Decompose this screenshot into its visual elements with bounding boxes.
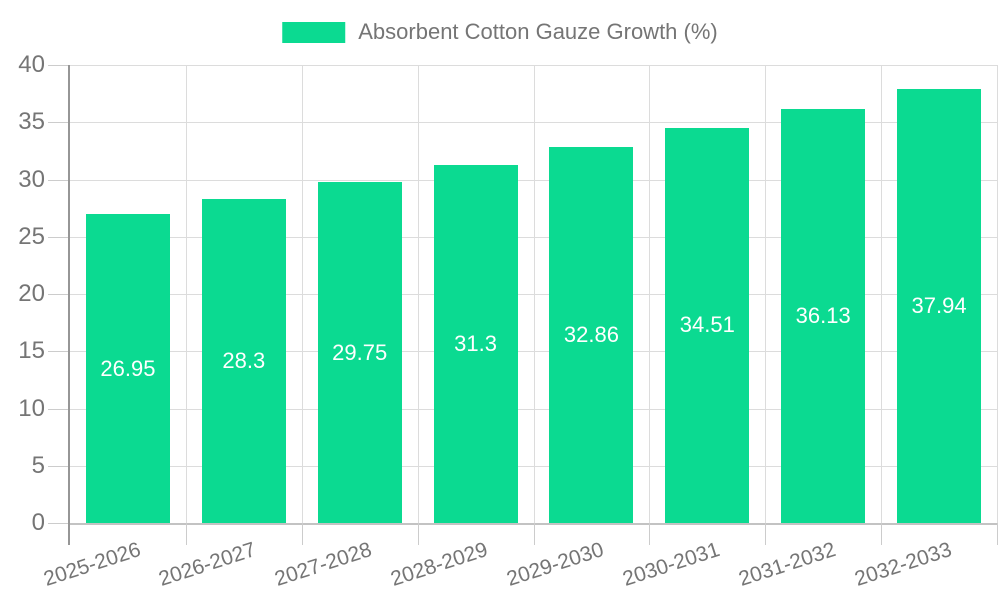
bar-value-label: 34.51 (679, 312, 735, 338)
bar-value-label: 36.13 (795, 303, 851, 329)
y-axis-tick (48, 179, 68, 181)
x-axis-label: 2028-2029 (388, 538, 491, 591)
x-axis-label: 2027-2028 (272, 538, 375, 591)
x-axis-label: 2029-2030 (503, 538, 607, 591)
x-axis-tick (649, 523, 651, 545)
y-axis-tick (48, 408, 68, 410)
y-axis-tick (48, 65, 68, 66)
x-axis-tick (533, 523, 535, 545)
x-axis-tick (765, 523, 767, 545)
bar[interactable]: 37.94 (897, 88, 982, 523)
bar[interactable]: 36.13 (781, 109, 866, 523)
bar[interactable]: 26.95 (85, 214, 170, 523)
gridline-vertical (997, 65, 998, 523)
bar[interactable]: 31.3 (433, 164, 518, 523)
gridline-vertical (533, 65, 535, 523)
bar[interactable]: 28.3 (201, 198, 286, 523)
x-axis-tick (185, 523, 187, 545)
y-axis-tick (48, 122, 68, 124)
legend[interactable]: Absorbent Cotton Gauze Growth (%) (282, 20, 718, 44)
bar-value-label: 31.3 (454, 330, 497, 356)
x-axis-tick (301, 523, 303, 545)
y-axis-label: 5 (31, 451, 45, 479)
y-axis-label: 30 (18, 165, 45, 193)
bar[interactable]: 32.86 (549, 146, 634, 523)
bar-value-label: 32.86 (563, 321, 619, 347)
y-axis-label: 25 (18, 222, 45, 250)
x-axis-label: 2031-2032 (735, 538, 839, 591)
x-axis-label: 2026-2027 (156, 538, 259, 591)
y-axis-tick (48, 523, 68, 524)
x-axis-label: 2030-2031 (619, 538, 723, 591)
y-axis-tick (48, 294, 68, 295)
gridline-vertical (301, 65, 303, 523)
bar-value-label: 28.3 (222, 347, 266, 373)
y-axis-tick (48, 465, 68, 467)
x-axis-label: 2025-2026 (40, 538, 144, 591)
y-axis-tick (48, 236, 68, 238)
x-axis-tick (997, 523, 998, 545)
x-axis-tick (417, 523, 419, 545)
x-axis-tick (68, 523, 70, 545)
bar[interactable]: 34.51 (665, 127, 750, 523)
gridline-vertical (185, 65, 187, 523)
bar-value-label: 29.75 (332, 339, 388, 365)
bar-value-label: 26.95 (100, 355, 156, 381)
y-axis-label: 35 (18, 108, 45, 136)
gridline-vertical (881, 65, 883, 523)
y-axis-label: 0 (31, 509, 45, 536)
gridline-vertical (417, 65, 419, 523)
gridline-vertical (649, 65, 651, 523)
bar-value-label: 37.94 (911, 292, 967, 318)
y-axis-label: 20 (18, 280, 45, 307)
legend-label: Absorbent Cotton Gauze Growth (%) (358, 19, 718, 44)
y-axis-tick (48, 351, 68, 353)
gridline-vertical (765, 65, 767, 523)
y-axis-label: 15 (18, 337, 45, 365)
x-axis-label: 2032-2033 (851, 538, 955, 591)
plot-area: 0 5 10 15 20 25 30 35 40 26.95 2025-2026 28.3 2026-2… (18, 51, 998, 591)
bar[interactable]: 29.75 (317, 182, 402, 523)
y-axis-label: 10 (18, 394, 45, 422)
y-axis-label: 40 (18, 51, 45, 78)
x-axis-tick (881, 523, 883, 545)
legend-swatch-icon (282, 21, 346, 43)
